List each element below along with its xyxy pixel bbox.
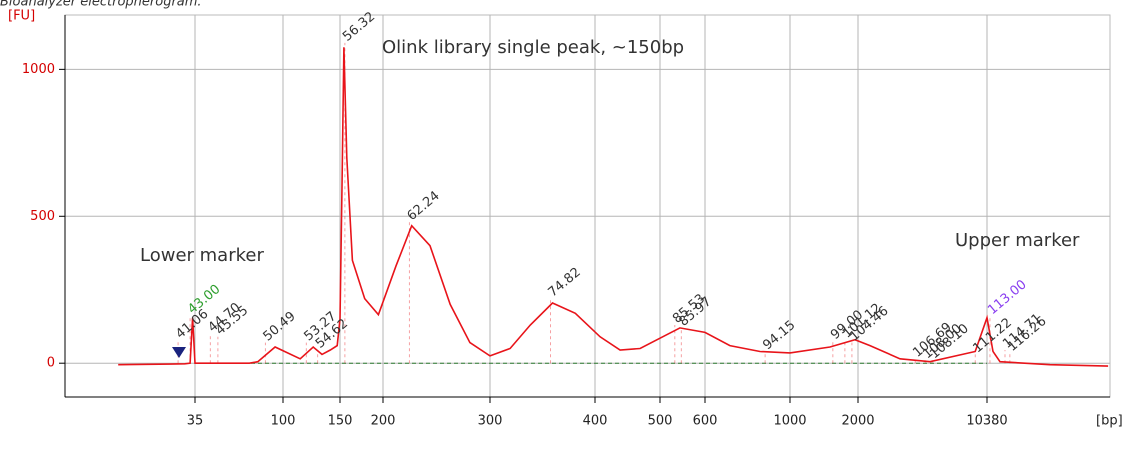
trace	[118, 47, 1109, 367]
x-tick-label: 200	[371, 414, 396, 429]
caption: Bioanalyzer electropherogram.	[0, 0, 202, 10]
y-tick-label: 0	[47, 356, 55, 371]
marker-triangle	[172, 347, 186, 358]
y-axis-label: [FU]	[8, 9, 35, 24]
x-tick-label: 10380	[966, 414, 1007, 429]
grid	[65, 15, 1110, 397]
x-axis-label: [bp]	[1096, 414, 1123, 429]
y-tick-label: 1000	[22, 62, 55, 77]
x-tick-label: 300	[478, 414, 503, 429]
x-tick-label: 150	[328, 414, 353, 429]
annotation: Upper marker	[955, 230, 1080, 251]
x-tick-label: 35	[187, 414, 204, 429]
x-tick-label: 2000	[841, 414, 874, 429]
x-tick-label: 400	[583, 414, 608, 429]
x-tick-label: 100	[271, 414, 296, 429]
x-tick-label: 600	[693, 414, 718, 429]
annotation: Lower marker	[140, 245, 264, 266]
x-tick-label: 1000	[773, 414, 806, 429]
annotation: Olink library single peak, ~150bp	[382, 37, 684, 58]
y-tick-label: 500	[30, 209, 55, 224]
x-tick-label: 500	[648, 414, 673, 429]
marks	[118, 42, 1109, 367]
plot-area	[64, 14, 1111, 398]
